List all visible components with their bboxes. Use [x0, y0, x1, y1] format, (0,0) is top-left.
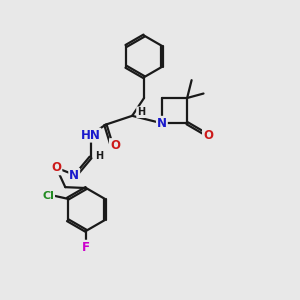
Text: O: O [51, 161, 62, 174]
Text: H: H [95, 151, 103, 161]
Text: HN: HN [81, 129, 100, 142]
Text: O: O [110, 139, 120, 152]
Text: H: H [137, 107, 145, 117]
Text: N: N [69, 169, 79, 182]
Text: O: O [203, 129, 213, 142]
Text: F: F [82, 241, 90, 254]
Text: Cl: Cl [42, 191, 54, 201]
Text: N: N [157, 117, 167, 130]
